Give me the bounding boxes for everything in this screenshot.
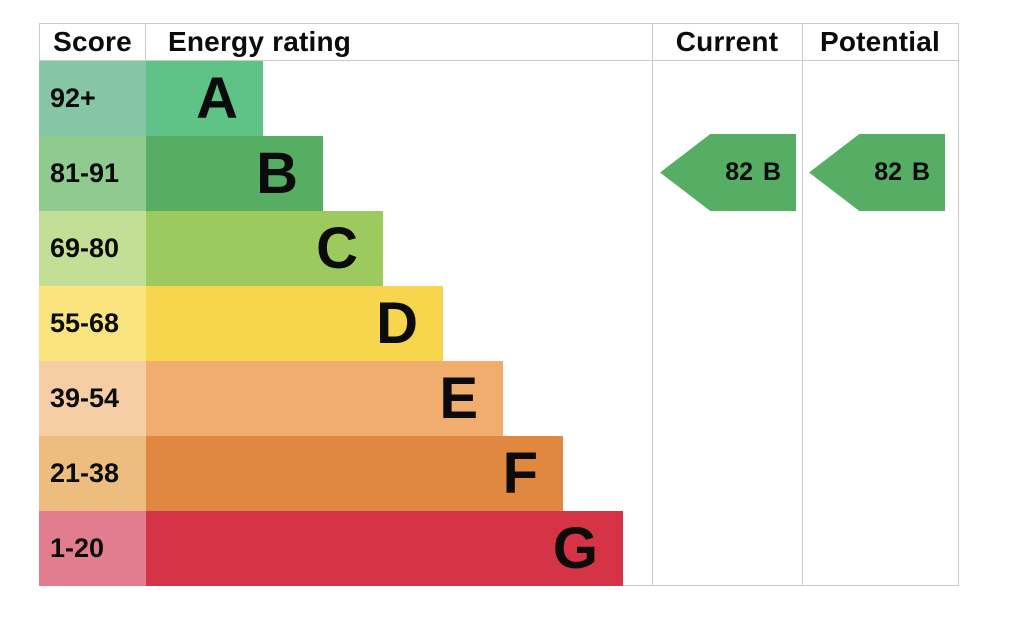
current-potential-column-divider: [802, 23, 803, 586]
table-right-border: [958, 23, 959, 586]
band-bar-f: F: [146, 436, 563, 511]
potential-rating-label: 82 B: [859, 134, 945, 211]
band-score-range: 92+: [39, 61, 146, 136]
band-bar-a: A: [146, 61, 263, 136]
band-row-f: 21-38 F: [39, 436, 623, 511]
band-score-range: 69-80: [39, 211, 146, 286]
potential-header-label: Potential: [819, 26, 941, 57]
potential-rating-arrow: 82 B: [809, 134, 945, 211]
score-column-header: Score: [39, 23, 146, 61]
energy-current-column-divider: [652, 23, 653, 586]
potential-score-value: 82: [874, 158, 903, 186]
band-row-c: 69-80 C: [39, 211, 623, 286]
band-row-g: 1-20 G: [39, 511, 623, 586]
band-score-range: 21-38: [39, 436, 146, 511]
band-score-range: 1-20: [39, 511, 146, 586]
band-row-a: 92+ A: [39, 61, 623, 136]
energy-rating-header-label: Energy rating: [168, 26, 352, 57]
energy-rating-bands: 92+ A 81-91 B 69-80 C 55-68 D 39-54 E 21-38 F 1-20 G: [39, 61, 623, 586]
band-bar-g: G: [146, 511, 623, 586]
band-bar-d: D: [146, 286, 443, 361]
current-rating-arrow: 82 B: [660, 134, 796, 211]
current-band-letter: B: [763, 158, 782, 186]
band-score-range: 55-68: [39, 286, 146, 361]
potential-band-letter: B: [912, 158, 931, 186]
band-bar-b: B: [146, 136, 323, 211]
current-score-value: 82: [725, 158, 754, 186]
current-column-header: Current: [652, 23, 802, 61]
band-score-range: 81-91: [39, 136, 146, 211]
current-rating-label: 82 B: [710, 134, 796, 211]
band-row-d: 55-68 D: [39, 286, 623, 361]
band-row-e: 39-54 E: [39, 361, 623, 436]
energy-rating-column-header: Energy rating: [146, 23, 652, 61]
band-bar-e: E: [146, 361, 503, 436]
band-row-b: 81-91 B: [39, 136, 623, 211]
current-header-label: Current: [675, 26, 779, 57]
score-header-label: Score: [53, 26, 132, 57]
band-score-range: 39-54: [39, 361, 146, 436]
band-bar-c: C: [146, 211, 383, 286]
potential-column-header: Potential: [802, 23, 958, 61]
